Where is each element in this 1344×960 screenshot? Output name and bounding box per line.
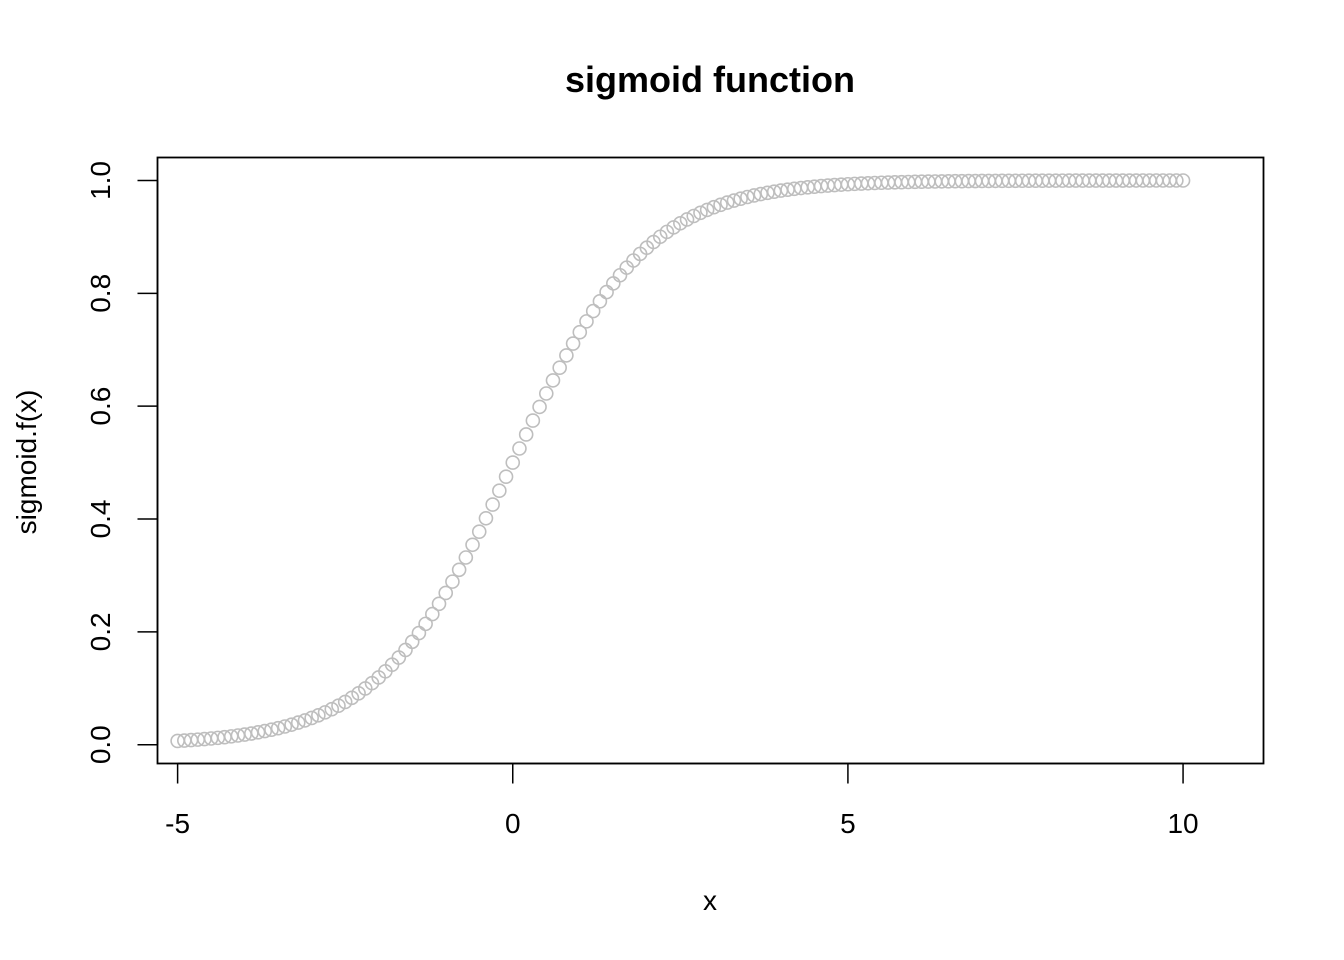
chart-title: sigmoid function: [565, 59, 855, 100]
data-points: [170, 173, 1191, 749]
data-point: [532, 399, 547, 415]
data-point: [706, 199, 722, 215]
y-axis-label: sigmoid.f(x): [11, 390, 42, 535]
data-point: [411, 625, 427, 641]
data-point: [552, 360, 567, 375]
data-point: [297, 713, 313, 728]
data-point: [277, 719, 293, 734]
data-point: [719, 195, 735, 210]
y-axis: 0.0 0.2 0.4 0.6 0.8 1.0: [85, 161, 159, 764]
data-point: [1169, 173, 1184, 188]
plot-frame: [156, 156, 1265, 765]
data-point: [726, 193, 742, 208]
data-point: [317, 705, 333, 720]
data-point: [733, 191, 748, 206]
data-point: [471, 524, 487, 539]
data-point: [445, 574, 460, 589]
data-point: [525, 413, 541, 428]
data-point: [612, 267, 628, 283]
data-point: [458, 550, 474, 565]
data-point: [753, 186, 769, 202]
data-point: [699, 202, 715, 218]
data-point: [538, 386, 554, 401]
data-point: [746, 188, 762, 203]
data-point: [270, 720, 286, 736]
data-point: [485, 497, 500, 512]
data-point: [398, 642, 413, 658]
data-point: [451, 562, 467, 578]
data-point: [1175, 173, 1191, 188]
x-axis: -5 0 5 10: [165, 762, 1199, 839]
x-axis-label: x: [703, 885, 717, 916]
data-point: [579, 314, 594, 329]
data-point: [465, 537, 480, 553]
y-tick-label: 0.4: [85, 500, 116, 539]
data-point: [693, 205, 708, 221]
data-point: [264, 722, 279, 738]
y-tick-label: 0.2: [85, 612, 116, 651]
data-point: [512, 441, 527, 456]
x-tick-label: 5: [840, 808, 856, 839]
y-tick-label: 0.0: [85, 725, 116, 764]
data-point: [565, 336, 581, 351]
data-point: [290, 715, 306, 730]
data-point: [478, 510, 494, 526]
x-tick-label: 10: [1167, 808, 1198, 839]
y-tick-label: 0.8: [85, 274, 116, 313]
y-tick-label: 1.0: [85, 161, 116, 200]
data-point: [324, 701, 340, 717]
data-point: [740, 189, 755, 205]
data-point: [599, 284, 614, 300]
data-point: [492, 483, 507, 499]
data-point: [572, 324, 588, 340]
data-point: [545, 373, 561, 388]
data-point: [311, 707, 326, 723]
data-point: [498, 469, 514, 484]
data-point: [592, 294, 608, 309]
data-point: [505, 455, 521, 470]
data-point: [418, 616, 433, 632]
x-tick-label: 0: [505, 808, 521, 839]
data-point: [244, 726, 259, 741]
y-tick-label: 0.6: [85, 387, 116, 426]
data-point: [606, 276, 621, 291]
data-point: [404, 634, 420, 650]
data-point: [559, 348, 574, 363]
data-point: [585, 303, 601, 319]
x-tick-label: -5: [165, 808, 190, 839]
data-point: [518, 427, 534, 442]
data-point: [679, 212, 695, 227]
data-point: [713, 197, 728, 213]
data-point: [438, 585, 454, 601]
data-point: [257, 723, 273, 739]
data-point: [425, 606, 440, 622]
data-point: [250, 725, 266, 740]
data-point: [304, 710, 319, 726]
data-point: [686, 208, 702, 224]
data-point: [431, 596, 447, 612]
data-point: [284, 717, 299, 732]
